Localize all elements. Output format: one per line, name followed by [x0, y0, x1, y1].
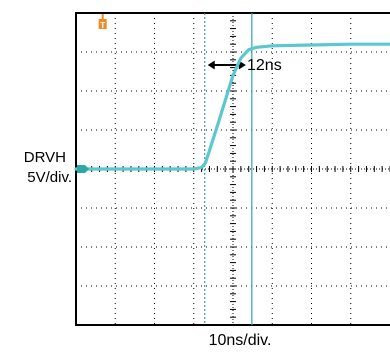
delta-time-label: 12ns [247, 57, 282, 74]
channel-marker-tip [85, 165, 89, 173]
channel-marker-box [77, 165, 85, 173]
channel-name-label: DRVH [23, 149, 66, 166]
trigger-marker-letter: T [100, 21, 105, 30]
channel-marker-icon [77, 165, 89, 173]
time-cursors [204, 13, 253, 325]
markers: T [77, 14, 107, 173]
timebase-label: 10ns/div. [208, 332, 272, 349]
trigger-marker-icon: T [98, 14, 107, 30]
drvh-trace [74, 42, 390, 171]
delta-arrow-head-left [207, 60, 215, 70]
trigger-marker-box [98, 19, 107, 29]
channel-scale-label: 5V/div. [27, 169, 72, 186]
delta-arrow-head-right [238, 60, 246, 70]
